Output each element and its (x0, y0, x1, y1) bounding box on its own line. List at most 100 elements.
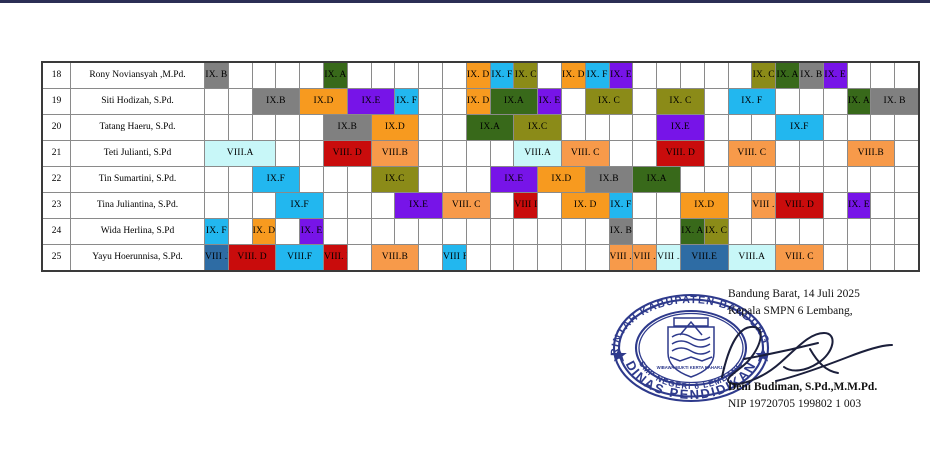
schedule-cell-empty[interactable] (299, 166, 324, 193)
schedule-cell-empty[interactable] (727, 114, 753, 141)
schedule-cell[interactable]: VIII. C (560, 140, 610, 167)
schedule-cell-empty[interactable] (846, 166, 872, 193)
schedule-cell[interactable]: IX. B (870, 88, 920, 115)
schedule-cell[interactable]: VIII .C (608, 244, 634, 272)
schedule-cell[interactable]: IX. F (394, 88, 420, 115)
schedule-cell-empty[interactable] (251, 192, 277, 219)
schedule-cell-empty[interactable] (346, 244, 372, 272)
schedule-cell[interactable]: VIII.E (679, 244, 729, 272)
schedule-cell[interactable]: IX.E (394, 192, 443, 219)
schedule-cell-empty[interactable] (560, 88, 586, 115)
schedule-cell-empty[interactable] (703, 166, 729, 193)
schedule-cell-empty[interactable] (560, 244, 586, 272)
schedule-cell[interactable]: VIII F (441, 244, 467, 272)
schedule-cell-empty[interactable] (418, 114, 443, 141)
schedule-cell-empty[interactable] (418, 140, 443, 167)
schedule-cell[interactable]: VIII.A (513, 140, 562, 167)
schedule-cell[interactable]: IX. A (775, 61, 800, 89)
schedule-cell[interactable]: VIII. D (227, 244, 277, 272)
schedule-cell-empty[interactable] (465, 166, 491, 193)
schedule-cell-empty[interactable] (441, 218, 467, 245)
schedule-cell-empty[interactable] (798, 140, 824, 167)
schedule-cell-empty[interactable] (465, 244, 491, 272)
schedule-cell[interactable]: IX. C (584, 88, 634, 115)
schedule-cell[interactable]: IX. E (537, 88, 562, 115)
schedule-cell-empty[interactable] (822, 218, 848, 245)
schedule-cell[interactable]: IX. F (584, 61, 610, 89)
schedule-cell[interactable]: IX. B (798, 61, 824, 89)
schedule-cell-empty[interactable] (227, 114, 253, 141)
schedule-cell[interactable]: IX. D (465, 61, 491, 89)
schedule-cell-empty[interactable] (703, 61, 729, 89)
schedule-cell[interactable]: VIII. D (322, 244, 348, 272)
schedule-cell-empty[interactable] (751, 218, 777, 245)
schedule-cell[interactable]: IX. C (656, 88, 705, 115)
schedule-cell-empty[interactable] (703, 114, 729, 141)
schedule-cell[interactable]: IX.F (775, 114, 824, 141)
schedule-cell-empty[interactable] (418, 244, 443, 272)
schedule-cell-empty[interactable] (346, 166, 372, 193)
schedule-cell-empty[interactable] (775, 218, 800, 245)
schedule-cell-empty[interactable] (275, 61, 301, 89)
schedule-cell-empty[interactable] (537, 244, 562, 272)
schedule-cell[interactable]: IX.E (489, 166, 539, 193)
schedule-cell[interactable]: VIII.B (846, 140, 896, 167)
schedule-cell[interactable]: IX. F (727, 88, 777, 115)
schedule-cell-empty[interactable] (251, 61, 277, 89)
schedule-cell[interactable]: IX. A (679, 218, 705, 245)
schedule-cell-empty[interactable] (727, 218, 753, 245)
schedule-cell-empty[interactable] (656, 192, 681, 219)
schedule-cell-empty[interactable] (775, 166, 800, 193)
schedule-cell-empty[interactable] (727, 166, 753, 193)
schedule-cell-empty[interactable] (894, 192, 920, 219)
schedule-cell-empty[interactable] (798, 218, 824, 245)
schedule-cell[interactable]: VIII.A (203, 140, 277, 167)
schedule-cell-empty[interactable] (418, 166, 443, 193)
schedule-cell[interactable]: IX. B (204, 61, 229, 89)
schedule-cell[interactable]: IX.F (251, 166, 301, 193)
schedule-cell[interactable]: VIII. C (441, 192, 491, 219)
schedule-cell[interactable]: IX.A (489, 88, 539, 115)
schedule-cell-empty[interactable] (822, 114, 848, 141)
schedule-cell[interactable]: IX.A (632, 166, 681, 193)
schedule-cell-empty[interactable] (632, 140, 658, 167)
schedule-cell-empty[interactable] (251, 114, 277, 141)
schedule-cell-empty[interactable] (227, 88, 253, 115)
schedule-cell-empty[interactable] (870, 218, 896, 245)
schedule-cell-empty[interactable] (870, 166, 896, 193)
schedule-cell-empty[interactable] (513, 218, 539, 245)
schedule-cell-empty[interactable] (775, 88, 800, 115)
schedule-cell-empty[interactable] (846, 114, 872, 141)
schedule-cell-empty[interactable] (465, 218, 491, 245)
schedule-cell-empty[interactable] (537, 192, 562, 219)
schedule-cell[interactable]: IX. C (751, 61, 777, 89)
schedule-cell[interactable]: IX.D (679, 192, 729, 219)
schedule-cell[interactable]: IX. A (322, 61, 348, 89)
schedule-cell-empty[interactable] (227, 192, 253, 219)
schedule-cell[interactable]: IX.D (537, 166, 586, 193)
schedule-cell-empty[interactable] (513, 244, 539, 272)
schedule-cell-empty[interactable] (632, 61, 658, 89)
schedule-cell[interactable]: VIII D (513, 192, 539, 219)
schedule-cell-empty[interactable] (560, 114, 586, 141)
schedule-cell-empty[interactable] (299, 114, 324, 141)
schedule-cell-empty[interactable] (489, 192, 515, 219)
schedule-cell-empty[interactable] (489, 140, 515, 167)
schedule-cell-empty[interactable] (489, 244, 515, 272)
schedule-cell-empty[interactable] (679, 61, 705, 89)
schedule-cell[interactable]: IX. A (846, 88, 872, 115)
schedule-cell-empty[interactable] (679, 166, 705, 193)
schedule-cell[interactable]: VIII. D (656, 140, 705, 167)
schedule-cell-empty[interactable] (370, 61, 396, 89)
schedule-cell-empty[interactable] (418, 88, 443, 115)
schedule-cell-empty[interactable] (870, 61, 896, 89)
schedule-cell[interactable]: IX. F (204, 218, 229, 245)
schedule-cell[interactable]: IX. F (608, 192, 634, 219)
schedule-cell[interactable]: IX.F (275, 192, 324, 219)
schedule-cell[interactable]: IX.A (465, 114, 515, 141)
schedule-cell[interactable]: IX. E (608, 61, 634, 89)
schedule-cell[interactable]: IX. E (846, 192, 872, 219)
schedule-cell-empty[interactable] (441, 166, 467, 193)
schedule-cell-empty[interactable] (608, 140, 634, 167)
schedule-cell-empty[interactable] (489, 218, 515, 245)
